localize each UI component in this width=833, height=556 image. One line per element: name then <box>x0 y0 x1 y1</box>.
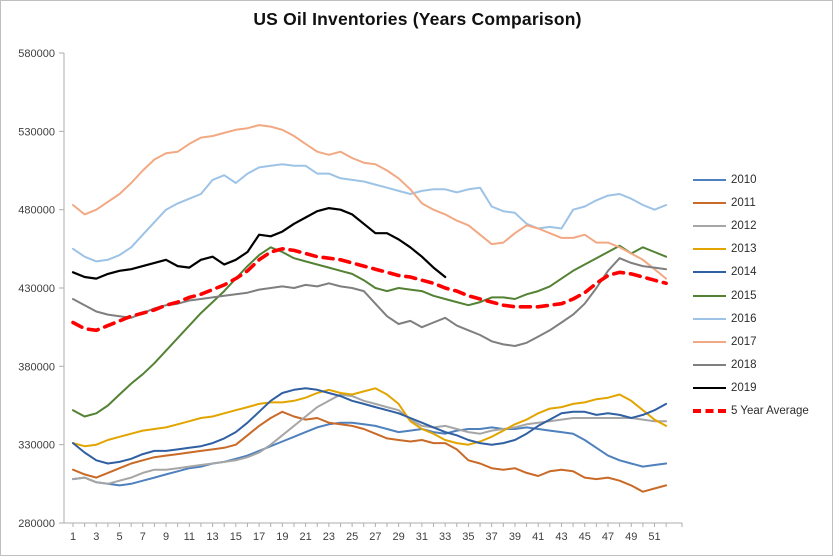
legend-swatch-2010 <box>693 178 726 181</box>
legend-swatch-2015 <box>693 294 726 297</box>
y-tick-label: 380000 <box>18 361 55 373</box>
x-tick-label: 37 <box>486 531 498 543</box>
legend-label: 2016 <box>731 312 757 325</box>
y-tick-label: 530000 <box>18 126 55 138</box>
x-tick-label: 39 <box>509 531 521 543</box>
legend-item-2011[interactable]: 2011 <box>693 191 809 214</box>
x-tick-label: 23 <box>323 531 335 543</box>
legend-swatch-2018 <box>693 364 726 367</box>
legend-item-2010[interactable]: 2010 <box>693 168 809 191</box>
x-tick-label: 7 <box>140 531 146 543</box>
series-line-2016[interactable] <box>72 163 668 263</box>
legend-item-2016[interactable]: 2016 <box>693 307 809 330</box>
x-tick-label: 11 <box>184 531 195 543</box>
legend-label: 2017 <box>731 335 757 348</box>
x-tick-label: 31 <box>416 531 428 543</box>
legend-item-2018[interactable]: 2018 <box>693 354 809 377</box>
x-tick-label: 33 <box>439 531 451 543</box>
legend-label: 5 Year Average <box>731 405 809 418</box>
series-line-2018[interactable] <box>72 257 668 347</box>
y-tick-label: 280000 <box>18 518 55 530</box>
series-line-2019[interactable] <box>71 207 447 280</box>
legend-label: 2015 <box>731 289 757 302</box>
x-tick-label: 17 <box>253 531 265 543</box>
legend-swatch-5-year-average <box>693 409 726 414</box>
x-tick-label: 43 <box>555 531 567 543</box>
legend-item-2012[interactable]: 2012 <box>693 214 809 237</box>
series-line-5-year-average[interactable] <box>71 247 668 333</box>
x-tick-label: 15 <box>230 531 242 543</box>
legend-item-2019[interactable]: 2019 <box>693 377 809 400</box>
x-tick-label: 49 <box>625 531 637 543</box>
legend-swatch-2016 <box>693 317 726 320</box>
series-line-2015[interactable] <box>72 244 668 418</box>
x-tick-label: 45 <box>579 531 591 543</box>
legend-item-2014[interactable]: 2014 <box>693 261 809 284</box>
legend-swatch-2019 <box>693 387 726 390</box>
legend-label: 2010 <box>731 173 757 186</box>
legend-item-2017[interactable]: 2017 <box>693 330 809 353</box>
legend-swatch-2014 <box>693 271 726 274</box>
x-tick-label: 29 <box>393 531 405 543</box>
legend-label: 2012 <box>731 219 757 232</box>
legend-item-2015[interactable]: 2015 <box>693 284 809 307</box>
chart-legend: 2010 2011 2012 2013 2014 2015 2016 2017 2018 2019… <box>693 168 809 423</box>
legend-label: 2018 <box>731 359 757 372</box>
y-tick-label: 580000 <box>18 48 55 60</box>
x-tick-label: 35 <box>462 531 474 543</box>
series-line-2017[interactable] <box>72 124 668 280</box>
x-tick-label: 41 <box>532 531 544 543</box>
x-tick-label: 51 <box>648 531 660 543</box>
y-tick-label: 430000 <box>18 283 55 295</box>
series-line-2014[interactable] <box>72 387 668 465</box>
x-tick-label: 5 <box>116 531 122 543</box>
series-line-2010[interactable] <box>72 421 668 487</box>
x-tick-label: 19 <box>276 531 288 543</box>
y-tick-label: 330000 <box>18 440 55 452</box>
legend-label: 2014 <box>731 266 757 279</box>
legend-label: 2013 <box>731 243 757 256</box>
legend-item-2013[interactable]: 2013 <box>693 238 809 261</box>
legend-label: 2011 <box>731 196 756 209</box>
x-tick-label: 3 <box>93 531 99 543</box>
legend-item-5-year-average[interactable]: 5 Year Average <box>693 400 809 423</box>
legend-label: 2019 <box>731 382 757 395</box>
legend-swatch-2011 <box>693 201 726 204</box>
x-tick-label: 47 <box>602 531 614 543</box>
series-line-2012[interactable] <box>72 393 668 485</box>
series-line-2011[interactable] <box>72 410 668 493</box>
legend-swatch-2013 <box>693 248 726 251</box>
legend-swatch-2017 <box>693 340 726 343</box>
y-tick-label: 480000 <box>18 205 55 217</box>
x-tick-label: 25 <box>346 531 358 543</box>
x-tick-label: 27 <box>369 531 381 543</box>
x-tick-label: 13 <box>206 531 218 543</box>
x-tick-label: 21 <box>299 531 311 543</box>
series-line-2013[interactable] <box>72 387 668 448</box>
legend-swatch-2012 <box>693 224 726 227</box>
x-tick-label: 1 <box>70 531 76 543</box>
chart-title: US Oil Inventories (Years Comparison) <box>253 9 582 29</box>
x-tick-label: 9 <box>163 531 169 543</box>
